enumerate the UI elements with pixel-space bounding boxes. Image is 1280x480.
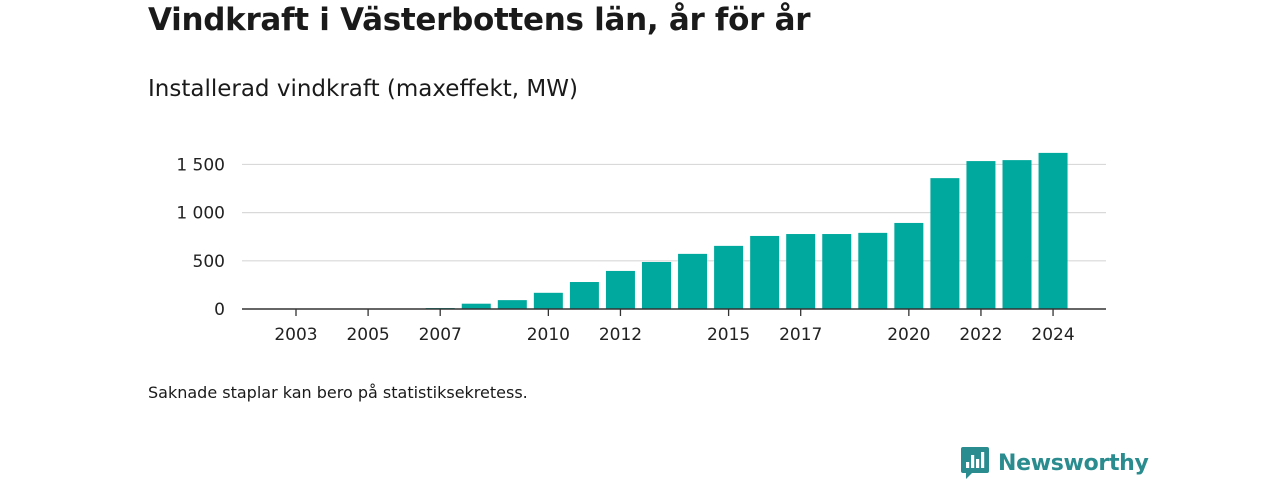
x-tick-label: 2007 bbox=[419, 325, 462, 345]
footnote: Saknade staplar kan bero på statistiksek… bbox=[148, 383, 528, 402]
x-tick-label: 2012 bbox=[599, 325, 642, 345]
y-tick-label: 1 000 bbox=[176, 204, 225, 224]
bar-2022 bbox=[966, 161, 996, 309]
gridlines bbox=[242, 163, 1106, 262]
bars bbox=[281, 152, 1068, 309]
x-tick-label: 2020 bbox=[887, 325, 930, 345]
y-tick-label: 0 bbox=[214, 300, 225, 320]
x-tick-label: 2017 bbox=[779, 325, 822, 345]
bar-2008 bbox=[461, 303, 491, 309]
y-tick-label: 500 bbox=[193, 252, 225, 272]
bar-2017 bbox=[786, 234, 816, 309]
bar-2012 bbox=[605, 270, 635, 309]
newsworthy-logo-icon bbox=[961, 447, 989, 479]
x-axis-ticks: 2003 2005 2007 2010 2012 2015 2017 2020 2022 2024 bbox=[274, 309, 1075, 345]
brand-logo[interactable]: Newsworthy bbox=[960, 446, 1149, 480]
bar-2020 bbox=[894, 222, 924, 309]
bar-2014 bbox=[678, 253, 708, 309]
bar-2009 bbox=[497, 300, 527, 309]
bar-2023 bbox=[1002, 160, 1032, 309]
x-tick-label: 2005 bbox=[346, 325, 389, 345]
x-tick-label: 2010 bbox=[527, 325, 570, 345]
x-tick-label: 2015 bbox=[707, 325, 750, 345]
chart-title: Vindkraft i Västerbottens län, år för år bbox=[148, 2, 811, 38]
brand-name: Newsworthy bbox=[998, 450, 1149, 476]
bar-2019 bbox=[858, 232, 888, 309]
bar-2021 bbox=[930, 178, 960, 309]
y-axis-ticks: 0 500 1 000 1 500 bbox=[176, 155, 225, 320]
bar-2010 bbox=[533, 292, 563, 309]
y-tick-label: 1 500 bbox=[176, 155, 225, 175]
chart-subtitle: Installerad vindkraft (maxeffekt, MW) bbox=[148, 76, 578, 102]
x-tick-label: 2003 bbox=[274, 325, 317, 345]
bar-2018 bbox=[822, 234, 852, 309]
bar-2024 bbox=[1038, 152, 1068, 309]
bar-2016 bbox=[750, 235, 780, 309]
bar-2015 bbox=[714, 245, 744, 309]
x-tick-label: 2022 bbox=[959, 325, 1002, 345]
bar-2011 bbox=[569, 282, 599, 309]
x-tick-label: 2024 bbox=[1031, 325, 1074, 345]
bar-2013 bbox=[642, 261, 671, 309]
